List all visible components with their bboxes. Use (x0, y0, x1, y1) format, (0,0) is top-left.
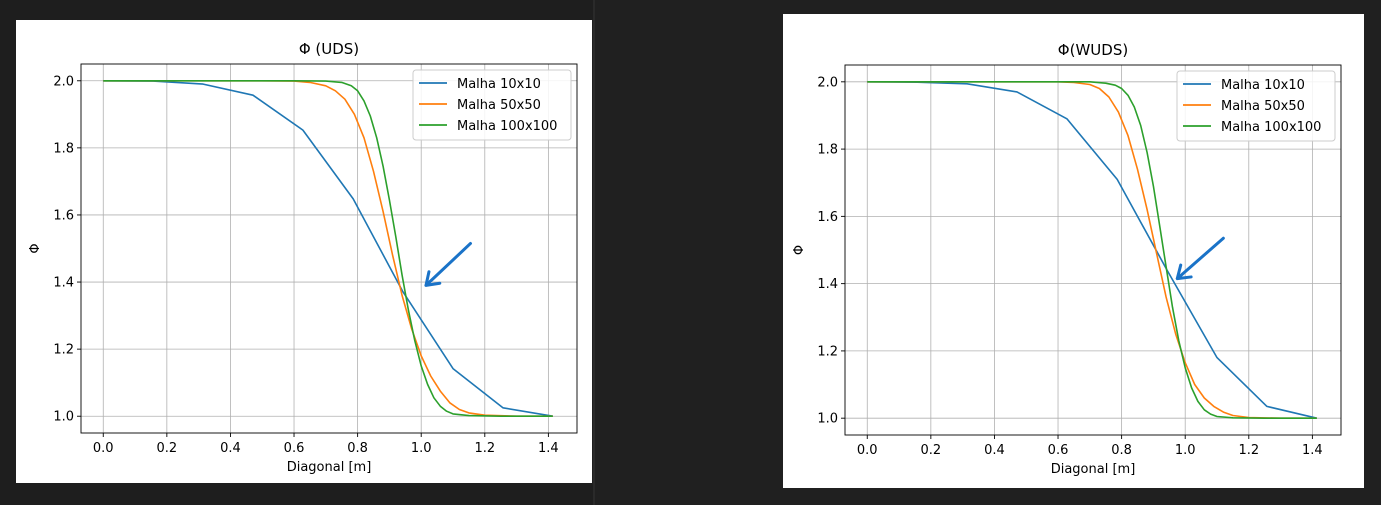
legend-label-3: Malha 100x100 (457, 119, 557, 134)
x-tick-label: 1.2 (474, 441, 495, 456)
series-line-1 (103, 80, 553, 417)
chart-title: Φ (UDS) (299, 40, 359, 58)
y-tick-label: 2.0 (53, 74, 74, 89)
x-tick-label: 0.8 (1111, 443, 1132, 458)
chart-title: Φ(WUDS) (1058, 41, 1128, 59)
chart-panel-wuds: 0.0 0.2 0.4 0.6 0.8 1.0 1.2 1.4 1.0 1.2 1.4 1.6 1.8 2… (783, 14, 1364, 488)
y-tick-label: 1.0 (53, 410, 74, 425)
series-line-3 (103, 79, 553, 418)
y-tick-label: 1.4 (817, 277, 838, 292)
legend-label-3: Malha 100x100 (1221, 120, 1321, 135)
x-tick-label: 1.0 (1175, 443, 1196, 458)
x-tick-label: 0.4 (220, 441, 241, 456)
legend-label-1: Malha 10x10 (1221, 78, 1305, 93)
x-tick-label: 0.6 (284, 441, 305, 456)
x-axis-label: Diagonal [m] (287, 460, 372, 475)
annotation-arrow (424, 241, 472, 287)
plot-frame (844, 64, 1342, 436)
x-tick-label: 0.2 (157, 441, 178, 456)
x-tick-label: 0.0 (857, 443, 878, 458)
x-tick-label: 1.0 (411, 441, 432, 456)
x-axis-label: Diagonal [m] (1051, 462, 1136, 477)
series-line-2 (867, 81, 1317, 420)
x-tick-label: 0.6 (1048, 443, 1069, 458)
legend-box (412, 69, 572, 141)
annotation-arrow (1175, 236, 1225, 281)
series-line-2 (103, 79, 553, 418)
x-tick-label: 1.4 (538, 441, 559, 456)
x-tick-label: 0.0 (93, 441, 114, 456)
legend-label-1: Malha 10x10 (457, 77, 541, 92)
chart-wuds: 0.0 0.2 0.4 0.6 0.8 1.0 1.2 1.4 1.0 1.2 1.4 1.6 1.8 2… (792, 41, 1342, 477)
y-axis-label: Φ (792, 245, 807, 255)
legend-box (1176, 70, 1336, 142)
chart-panel-uds: 0.0 0.2 0.4 0.6 0.8 1.0 1.2 1.4 1.0 1.2 1.4 1.6 1.8 2… (16, 20, 592, 483)
y-tick-label: 1.4 (53, 276, 74, 291)
panel-divider (593, 0, 595, 505)
x-tick-label: 1.4 (1302, 443, 1323, 458)
series-line-1 (867, 81, 1317, 419)
y-tick-label: 1.6 (817, 210, 838, 225)
y-tick-label: 1.2 (53, 343, 74, 358)
y-tick-label: 1.8 (53, 141, 74, 156)
y-axis-label: Φ (28, 243, 43, 253)
x-tick-label: 0.4 (984, 443, 1005, 458)
series-line-3 (867, 81, 1317, 420)
chart-uds: 0.0 0.2 0.4 0.6 0.8 1.0 1.2 1.4 1.0 1.2 1.4 1.6 1.8 2… (28, 40, 578, 475)
y-tick-label: 2.0 (817, 75, 838, 90)
y-tick-label: 1.2 (817, 344, 838, 359)
x-tick-label: 0.2 (921, 443, 942, 458)
legend-label-2: Malha 50x50 (1221, 99, 1305, 114)
y-tick-label: 1.8 (817, 143, 838, 158)
x-tick-label: 0.8 (347, 441, 368, 456)
y-tick-label: 1.6 (53, 208, 74, 223)
legend-label-2: Malha 50x50 (457, 98, 541, 113)
x-tick-label: 1.2 (1238, 443, 1259, 458)
y-tick-label: 1.0 (817, 412, 838, 427)
plot-frame (80, 63, 578, 434)
